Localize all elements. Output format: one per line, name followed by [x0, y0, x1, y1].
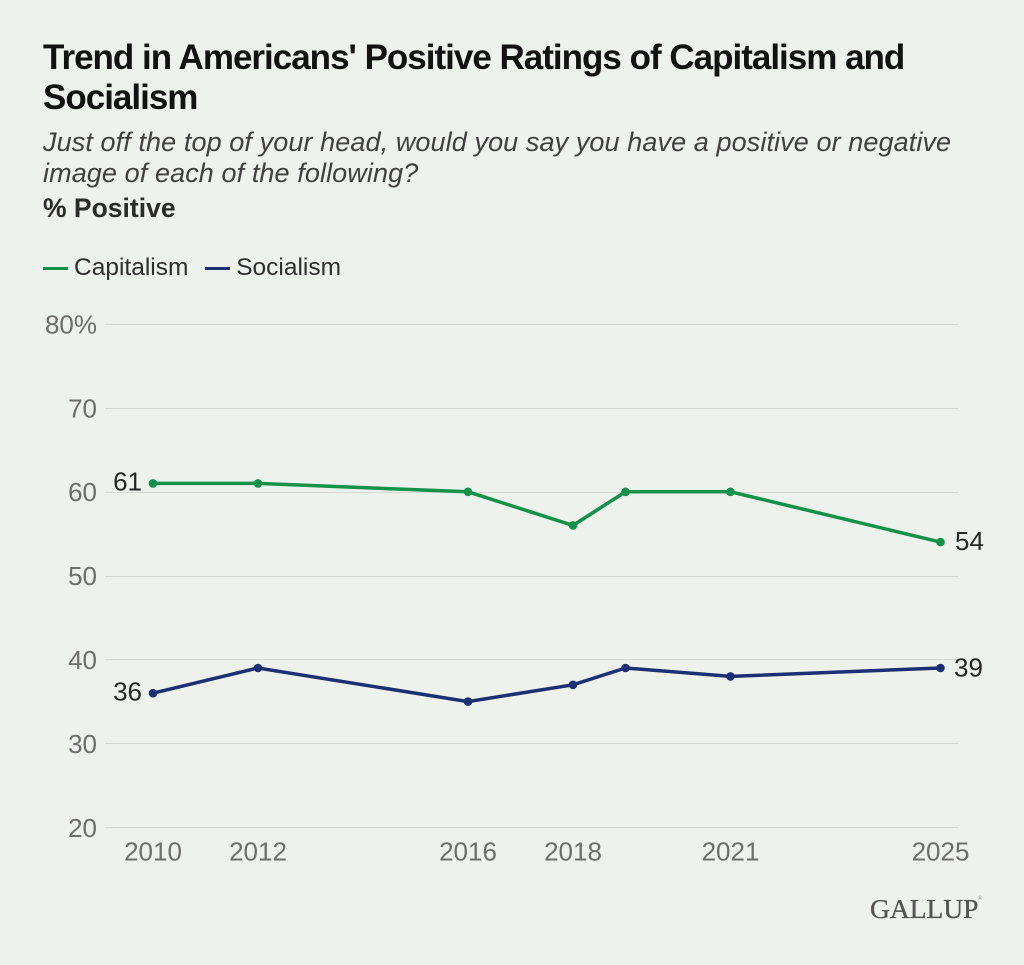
- svg-text:39: 39: [954, 653, 983, 683]
- svg-text:60: 60: [68, 477, 97, 507]
- svg-text:20: 20: [68, 813, 97, 843]
- svg-text:36: 36: [113, 677, 142, 707]
- svg-text:70: 70: [68, 394, 97, 424]
- svg-text:54: 54: [955, 526, 984, 556]
- svg-text:30: 30: [68, 729, 97, 759]
- svg-text:2012: 2012: [229, 837, 287, 867]
- svg-text:2016: 2016: [439, 837, 497, 867]
- svg-text:2025: 2025: [912, 837, 970, 867]
- svg-text:2018: 2018: [544, 837, 602, 867]
- svg-text:2010: 2010: [124, 837, 182, 867]
- svg-text:80%: 80%: [45, 310, 97, 340]
- svg-text:40: 40: [68, 645, 97, 675]
- svg-text:50: 50: [68, 561, 97, 591]
- svg-text:2021: 2021: [702, 837, 760, 867]
- svg-text:61: 61: [113, 467, 142, 497]
